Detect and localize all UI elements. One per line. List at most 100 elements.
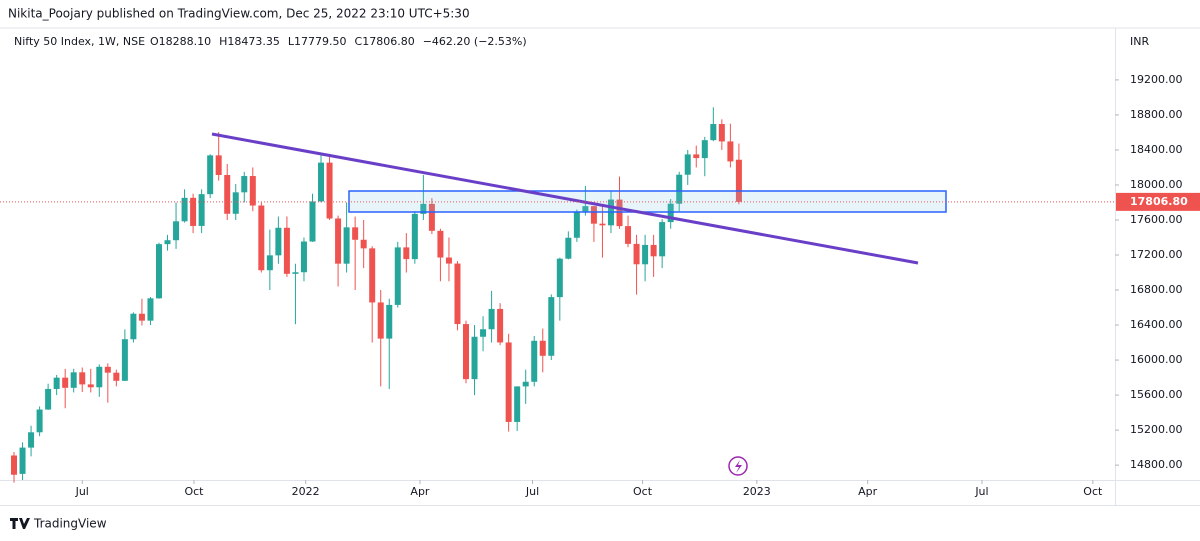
candle-body <box>659 222 666 257</box>
x-tick-label: Apr <box>410 485 430 498</box>
candle-body <box>548 297 555 356</box>
candle-body <box>377 302 384 339</box>
candle-body <box>104 366 111 373</box>
candle-body <box>480 329 487 337</box>
candle-body <box>531 340 538 382</box>
candle-body <box>633 243 640 265</box>
candle-body <box>181 197 188 222</box>
candle-body <box>590 206 597 224</box>
candle-body <box>727 141 734 162</box>
candle-body <box>454 263 461 325</box>
x-tick-label: 2023 <box>743 485 771 498</box>
candle-body <box>19 447 26 474</box>
candle-body <box>292 272 299 274</box>
x-tick-label: Oct <box>633 485 653 498</box>
y-tick-label: 17200.00 <box>1130 248 1183 261</box>
candle-body <box>138 313 145 321</box>
candle-body <box>573 211 580 238</box>
candle-body <box>428 203 435 231</box>
candle-body <box>11 455 18 475</box>
candle-body <box>318 162 325 202</box>
candle-body <box>343 227 350 264</box>
x-tick-label: Jul <box>974 485 988 498</box>
candle-body <box>360 239 367 249</box>
candle-body <box>616 199 623 227</box>
y-tick-label: 15600.00 <box>1130 388 1183 401</box>
candle-body <box>565 237 572 259</box>
candle-body <box>642 244 649 265</box>
candle-body <box>539 340 546 356</box>
x-tick-label: Jul <box>525 485 539 498</box>
x-tick-label: Oct <box>1083 485 1103 498</box>
candle-body <box>386 304 393 339</box>
candle-body <box>684 154 691 175</box>
candle-body <box>488 308 495 330</box>
legend-value: H18473.35 <box>219 35 280 48</box>
candle-body <box>198 194 205 226</box>
candle-body <box>62 377 69 388</box>
legend-values: O18288.10 H18473.35 L17779.50 C17806.80 −462… <box>150 35 527 48</box>
event-icon[interactable] <box>728 456 748 476</box>
candle-body <box>693 154 700 159</box>
legend-value: C17806.80 <box>355 35 415 48</box>
candle-body <box>258 205 265 271</box>
candle-body <box>625 226 632 244</box>
legend-title: Nifty 50 Index, 1W, NSE <box>14 35 145 48</box>
candle-body <box>28 432 35 448</box>
candle-body <box>445 257 452 264</box>
legend-value: L17779.50 <box>288 35 347 48</box>
candle-body <box>420 203 427 214</box>
candle-body <box>249 176 256 206</box>
candle-body <box>556 258 563 298</box>
candle-body <box>36 409 43 433</box>
y-tick-label: 18800.00 <box>1130 108 1183 121</box>
y-tick-label: 18000.00 <box>1130 178 1183 191</box>
y-tick-label: 17600.00 <box>1130 213 1183 226</box>
candle-body <box>300 241 307 273</box>
candle-body <box>275 227 282 256</box>
x-tick-label: 2022 <box>292 485 320 498</box>
last-price-label: 17806.80 <box>1130 195 1188 208</box>
candle-body <box>650 244 657 257</box>
candle-body <box>701 140 708 159</box>
y-tick-label: 16000.00 <box>1130 353 1183 366</box>
candle-body <box>411 213 418 260</box>
candle-body <box>497 308 504 343</box>
candle-body <box>190 197 197 226</box>
candle-body <box>599 223 606 226</box>
legend-value: O18288.10 <box>150 35 211 48</box>
candle-body <box>437 230 444 258</box>
candle-body <box>207 155 214 195</box>
event-bolt <box>735 460 742 473</box>
y-tick-label: 16800.00 <box>1130 283 1183 296</box>
last-price-box <box>1116 192 1200 211</box>
y-tick-label: 14800.00 <box>1130 458 1183 471</box>
y-tick-label: 18400.00 <box>1130 143 1183 156</box>
candle-body <box>505 342 512 422</box>
candle-body <box>232 192 239 214</box>
logo <box>10 518 30 529</box>
candle-body <box>45 388 52 410</box>
plot <box>11 107 742 483</box>
candle-body <box>147 298 154 321</box>
brand: TradingView <box>33 517 107 531</box>
candle-body <box>522 381 529 387</box>
candle-body <box>352 227 359 240</box>
candle-body <box>335 218 342 264</box>
candle-body <box>113 372 120 381</box>
candle-body <box>266 255 273 271</box>
candle-body <box>130 313 137 340</box>
x-tick-label: Apr <box>858 485 878 498</box>
candle-body <box>403 247 410 260</box>
candle-body <box>155 244 162 299</box>
candle-body <box>79 372 86 385</box>
y-tick-label: 15200.00 <box>1130 423 1183 436</box>
candle-body <box>471 336 478 380</box>
candle-body <box>676 174 683 204</box>
candle-body <box>735 159 742 202</box>
x-tick-label: Jul <box>75 485 89 498</box>
candle-body <box>241 176 248 193</box>
candle-body <box>283 227 290 274</box>
